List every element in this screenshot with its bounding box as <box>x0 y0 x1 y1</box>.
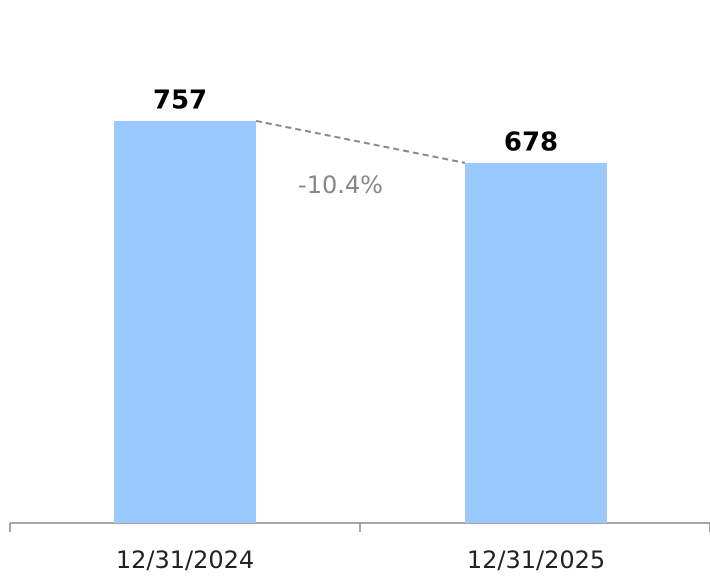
change-annotation: -10.4% <box>298 171 383 199</box>
bar <box>114 120 256 524</box>
bar <box>465 162 607 523</box>
value-label: 678 <box>504 127 558 157</box>
x-tick-label: 12/31/2025 <box>467 546 605 574</box>
x-tick-label: 12/31/2024 <box>116 546 254 574</box>
value-label: 757 <box>153 85 207 115</box>
change-connector <box>255 119 466 164</box>
